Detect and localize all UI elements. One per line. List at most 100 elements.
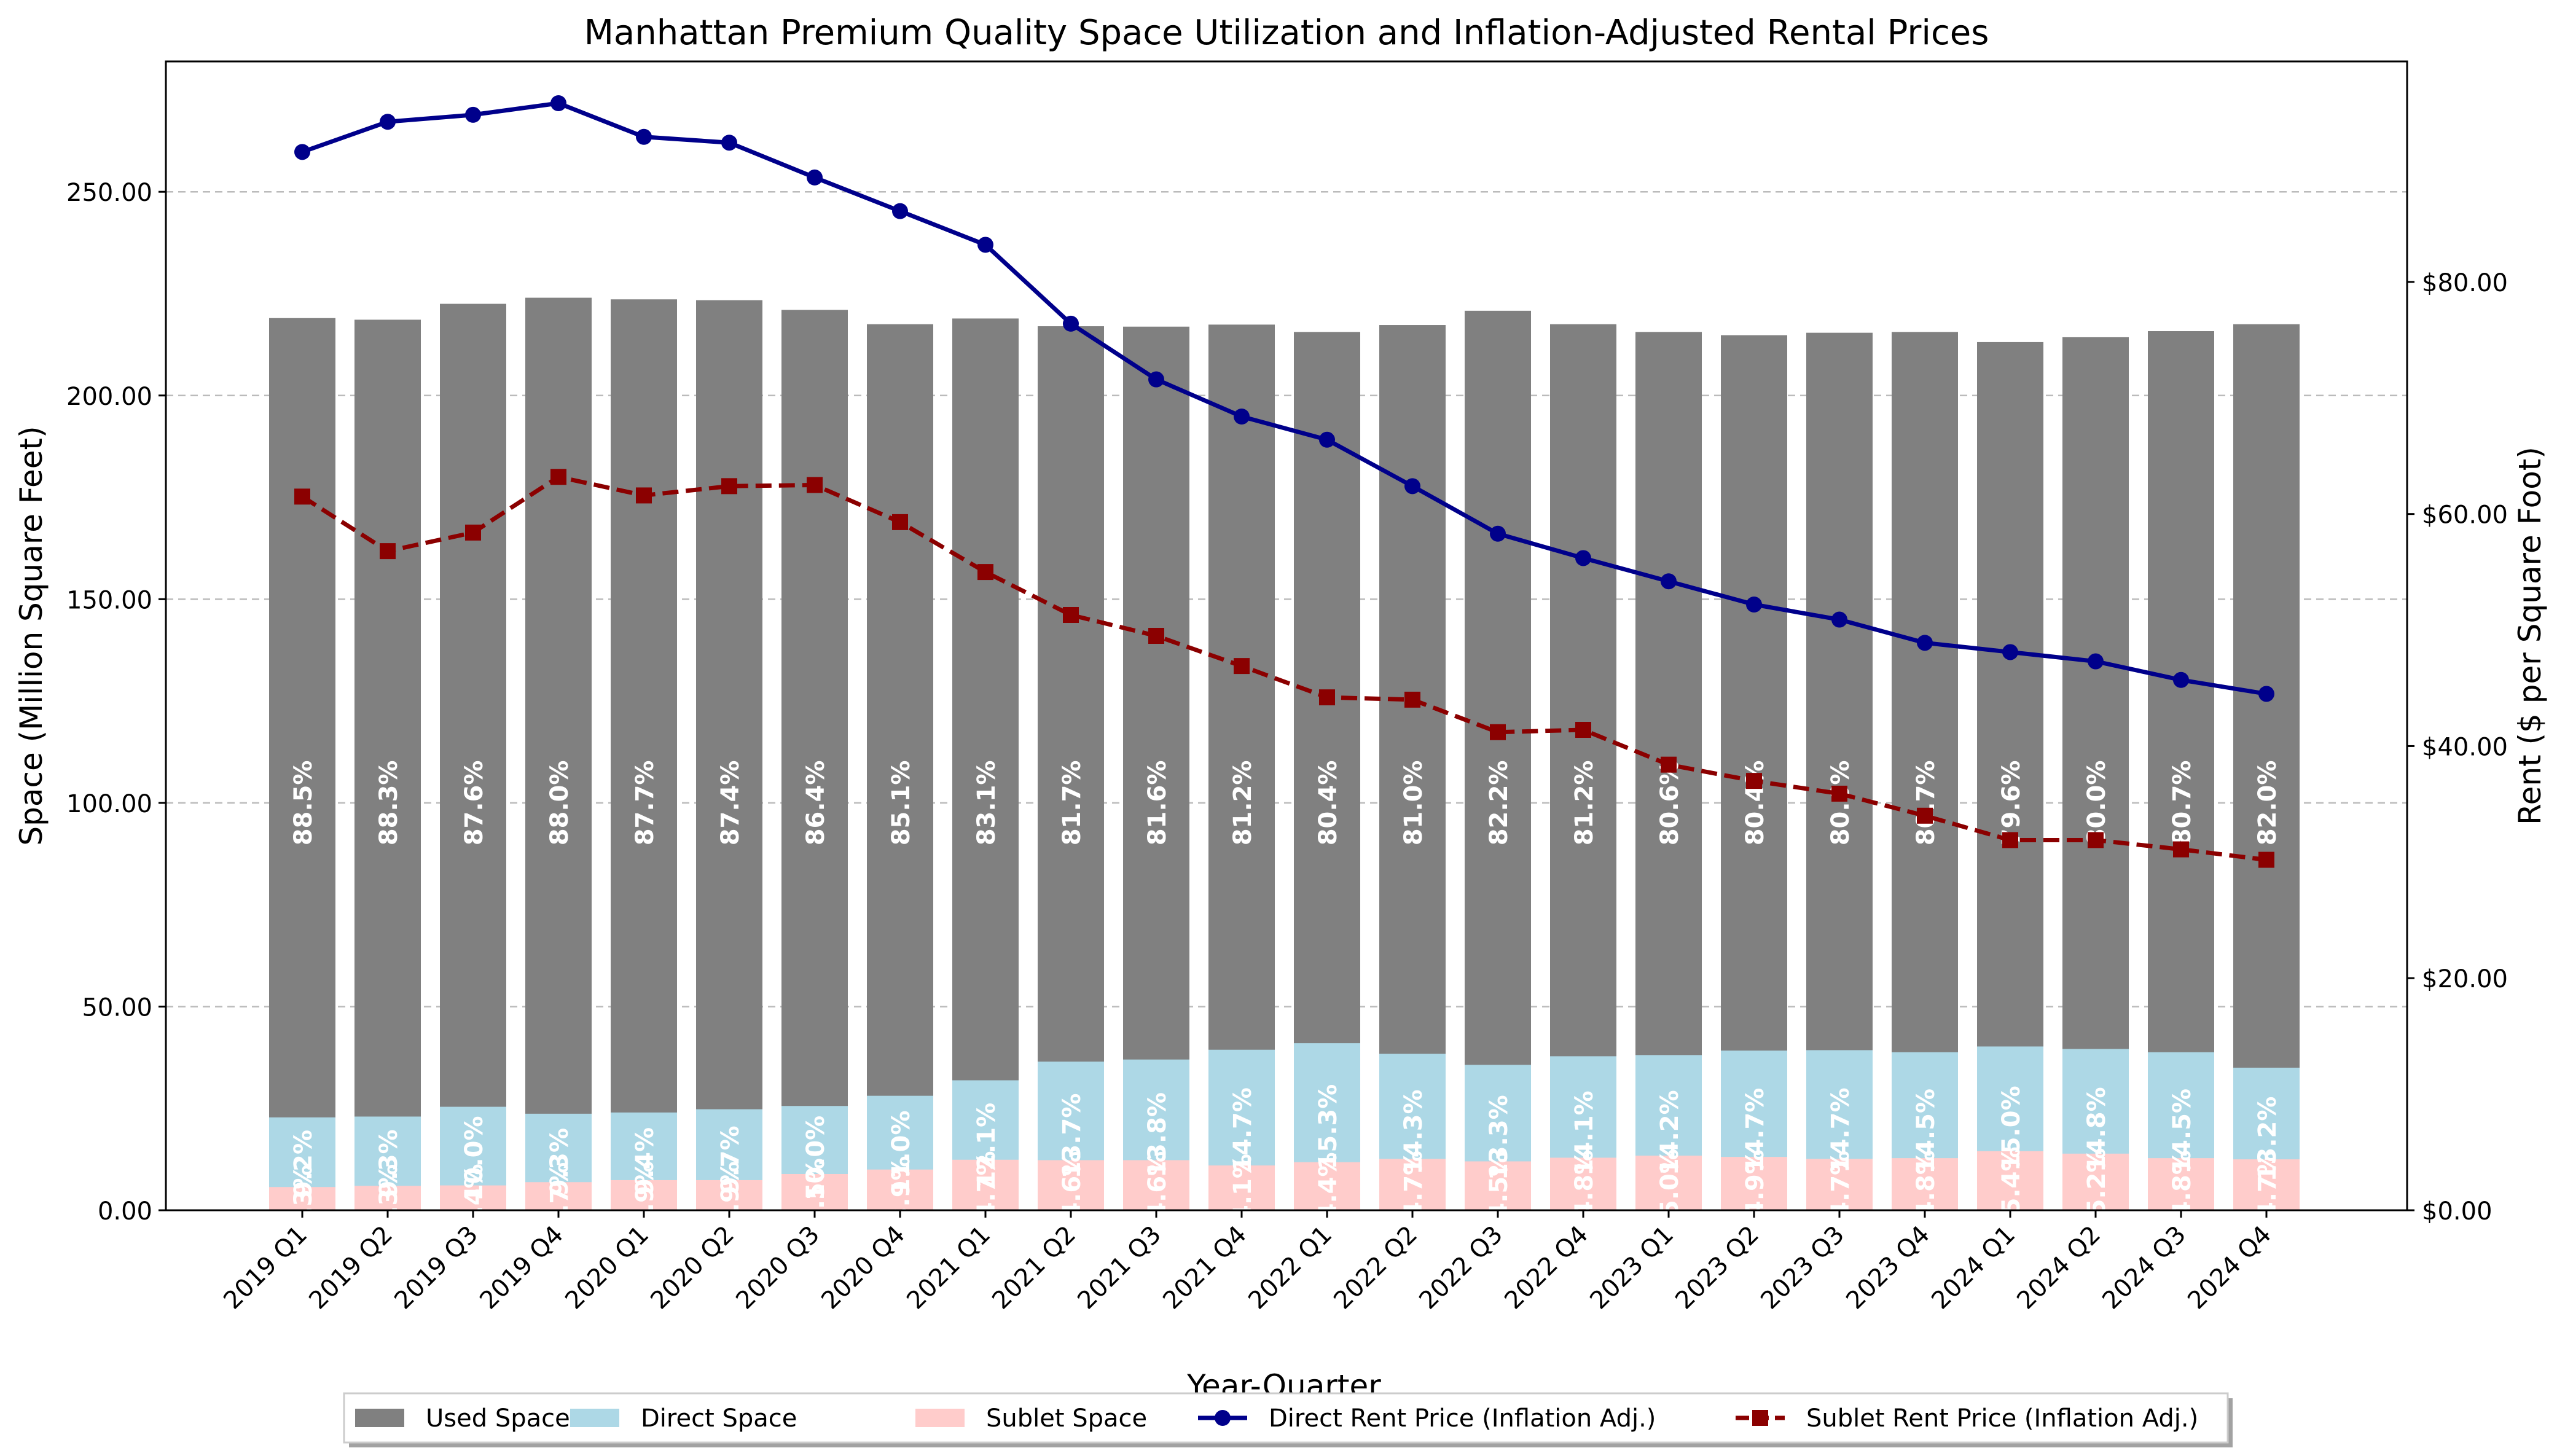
- y2-tick-label: $40.00: [2422, 733, 2508, 761]
- bar-label: 10.0%: [460, 1116, 488, 1201]
- line-point: [807, 477, 823, 493]
- bar-used-space: [525, 297, 592, 1211]
- line-point: [1404, 478, 1420, 495]
- bar-sublet-space: [354, 1186, 421, 1210]
- bar-label: 2.9%: [631, 1161, 659, 1229]
- bar-label: 9.3%: [375, 1129, 403, 1197]
- line-point: [636, 128, 652, 145]
- bar-label: 80.6%: [1827, 760, 1855, 845]
- bar-used-space: [781, 310, 848, 1210]
- bar-label: 4.1%: [1229, 1154, 1257, 1222]
- bar-label: 4.6%: [1143, 1151, 1172, 1219]
- line-point: [2173, 841, 2189, 858]
- bar-label: 87.6%: [460, 760, 488, 845]
- bar-label: 2.3%: [375, 1164, 403, 1232]
- bar-label: 5.2%: [2083, 1148, 2111, 1216]
- bar-label: 14.1%: [1570, 1090, 1599, 1176]
- legend: Used Space Direct Space Sublet Space Direct…: [343, 1392, 2233, 1447]
- legend-label: Direct Space: [641, 1404, 797, 1433]
- bar-label: 81.2%: [1570, 760, 1599, 845]
- bar-label: 4.5%: [1485, 1152, 1513, 1220]
- line-point: [1490, 525, 1506, 542]
- line-point: [294, 488, 310, 505]
- bar-label: 9.4%: [631, 1127, 659, 1196]
- bar-label: 79.6%: [1997, 760, 2026, 845]
- bar-label: 4.7%: [973, 1151, 1001, 1219]
- bar-label: 9.3%: [546, 1128, 574, 1196]
- line-point: [1917, 807, 1933, 824]
- bar-sublet-space: [952, 1159, 1019, 1210]
- bar-sublet-space: [269, 1187, 335, 1210]
- bar-label: 81.2%: [1229, 760, 1257, 845]
- legend-box: [343, 1392, 2229, 1444]
- bar-label: 13.8%: [1143, 1092, 1172, 1178]
- bar-label: 14.8%: [2083, 1087, 2111, 1172]
- line-point: [1319, 689, 1335, 706]
- legend-swatch: [355, 1409, 404, 1427]
- bar-label: 86.4%: [802, 760, 830, 845]
- bar-used-space: [696, 300, 762, 1211]
- legend-marker: [1752, 1410, 1768, 1426]
- bar-label: 15.3%: [1314, 1084, 1342, 1170]
- bar-label: 80.4%: [1314, 760, 1342, 845]
- bar-label: 80.7%: [2168, 760, 2196, 845]
- bar-label: 13.3%: [1485, 1095, 1513, 1180]
- line-point: [1234, 409, 1250, 425]
- legend-label: Used Space: [426, 1404, 570, 1433]
- line-point: [2002, 644, 2018, 660]
- chart-title: Manhattan Premium Quality Space Utilizat…: [584, 13, 1989, 53]
- bar-sublet-space: [1635, 1156, 1702, 1210]
- line-point: [977, 564, 993, 581]
- y-tick-label: 100.00: [66, 790, 152, 818]
- legend-marker: [1215, 1410, 1231, 1426]
- bar-label: 4.8%: [2168, 1150, 2196, 1218]
- bar-sublet-space: [781, 1173, 848, 1210]
- bar-used-space: [952, 318, 1019, 1210]
- bar-label: 87.7%: [631, 760, 659, 845]
- y-axis-label: Space (Million Square Feet): [14, 426, 49, 845]
- bar-sublet-space: [1208, 1165, 1275, 1210]
- bar-sublet-space: [1721, 1157, 1787, 1210]
- y2-axis-label: Rent ($ per Square Foot): [2512, 447, 2548, 825]
- bar-label: 9.7%: [716, 1125, 745, 1194]
- bar-sublet-space: [2062, 1153, 2129, 1210]
- bar-used-space: [867, 324, 933, 1210]
- bar-label: 4.9%: [1741, 1149, 1769, 1218]
- bar-label: 88.3%: [375, 760, 403, 845]
- bar-sublet-space: [1977, 1151, 2043, 1210]
- bar-label: 2.4%: [460, 1164, 488, 1232]
- bar-sublet-space: [2233, 1159, 2300, 1210]
- line-series: [294, 95, 2274, 868]
- bar-used-space: [1465, 310, 1531, 1210]
- bar-label: 80.0%: [2083, 760, 2111, 845]
- bar-label: 14.2%: [1656, 1090, 1684, 1175]
- legend-items: Used Space Direct Space Sublet Space Direct…: [355, 1404, 2198, 1433]
- bar-used-space: [269, 318, 335, 1211]
- bar-used-space: [440, 303, 506, 1210]
- bar-label: 80.7%: [1912, 760, 1940, 845]
- bar-label: 5.0%: [1656, 1149, 1684, 1217]
- line-point: [1661, 756, 1677, 773]
- bar-sublet-space: [525, 1182, 592, 1210]
- bar-label: 4.4%: [1314, 1152, 1342, 1220]
- y-tick-label: 150.00: [66, 586, 152, 614]
- bar-used-space: [611, 299, 677, 1210]
- bar-label: 4.8%: [1912, 1150, 1940, 1218]
- bar-label: 13.2%: [2254, 1097, 2282, 1182]
- bar-percent-labels: 88.5%9.2%2.3%88.3%9.3%2.3%87.6%10.0%2.4%…: [289, 760, 2282, 1232]
- bar-label: 14.7%: [1827, 1087, 1855, 1173]
- line-point: [1917, 635, 1933, 651]
- line-point: [721, 478, 737, 495]
- bar-label: 82.2%: [1485, 760, 1513, 845]
- line-direct-rent-price-inflation-adj-: [301, 101, 2267, 696]
- bar-label: 88.0%: [546, 760, 574, 845]
- line-point: [1746, 773, 1762, 789]
- y-tick-label: 50.00: [82, 993, 152, 1022]
- bar-label: 4.6%: [1058, 1151, 1086, 1219]
- bar-label: 14.3%: [1400, 1089, 1428, 1175]
- bar-sublet-space: [611, 1180, 677, 1210]
- bar-label: 4.7%: [2254, 1151, 2282, 1219]
- line-point: [2088, 832, 2104, 848]
- bar-sublet-space: [1379, 1159, 1446, 1210]
